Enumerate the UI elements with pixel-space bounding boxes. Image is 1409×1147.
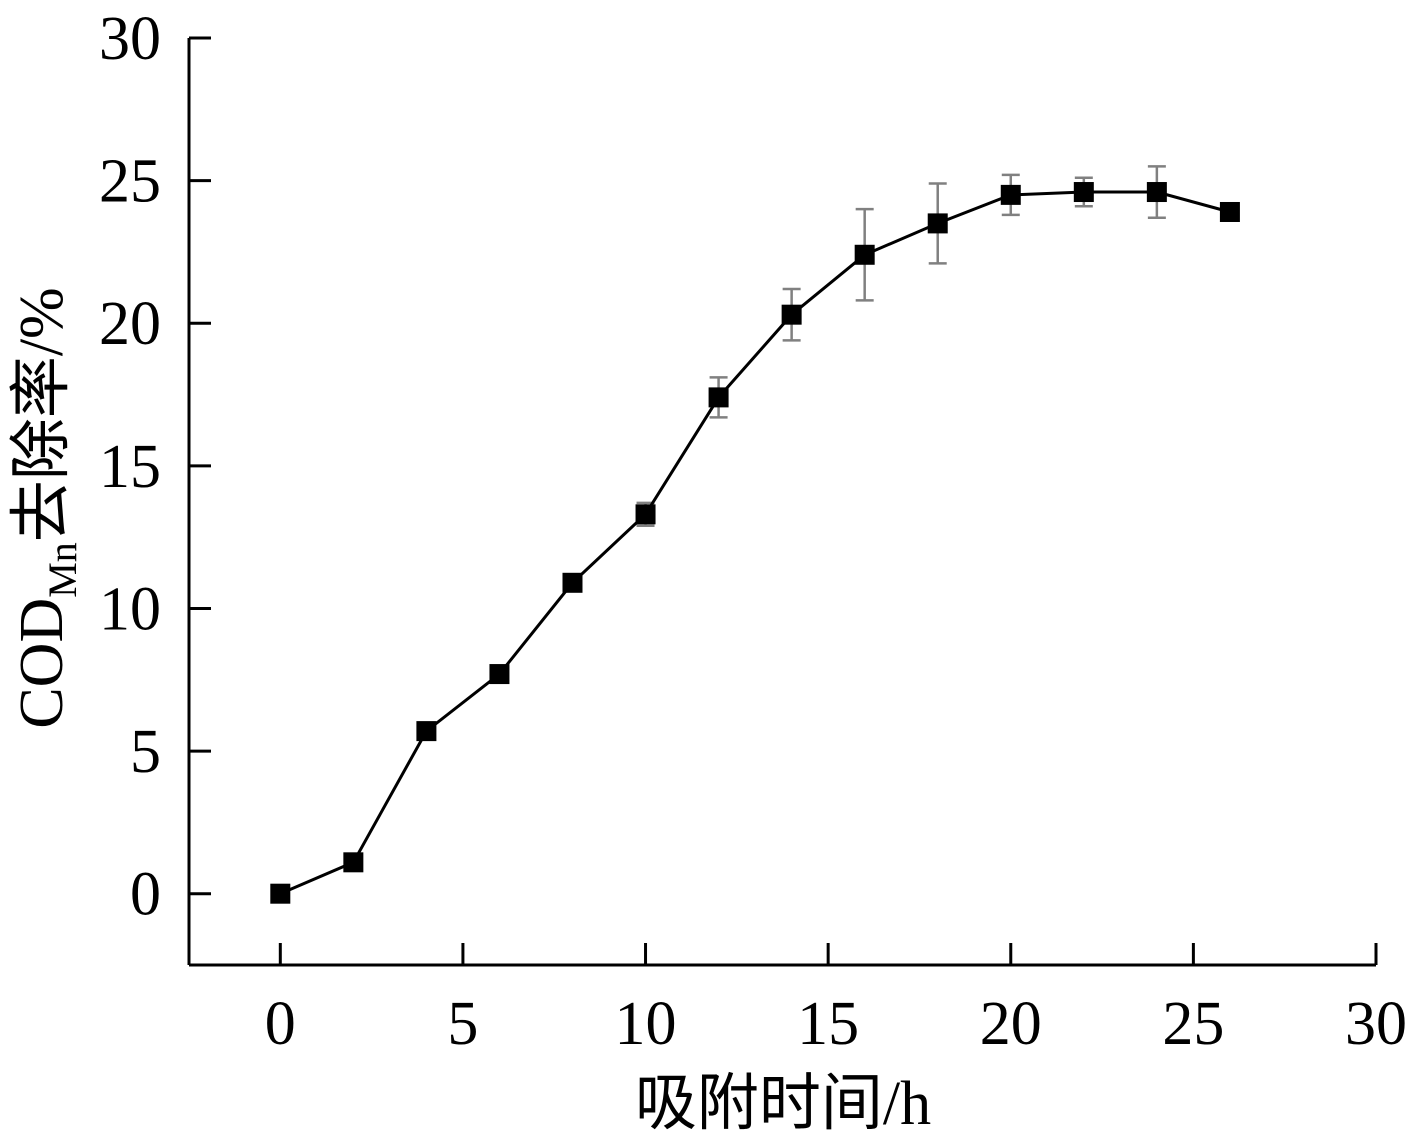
x-tick-label-20: 20 — [980, 990, 1042, 1058]
y-axis-label: CODMn去除率/% — [8, 287, 85, 728]
x-tick-label-25: 25 — [1162, 990, 1224, 1058]
markers — [270, 182, 1240, 904]
data-point-8 — [562, 572, 583, 593]
y-tick-label-20: 20 — [99, 290, 161, 358]
series-line-path — [279, 190, 1231, 896]
data-point-0 — [270, 883, 291, 904]
x-tick-label-5: 5 — [447, 990, 478, 1058]
data-point-24 — [1146, 182, 1167, 203]
series-line — [279, 190, 1231, 896]
error-bars — [636, 165, 1166, 527]
data-point-18 — [927, 213, 948, 234]
data-point-12 — [708, 387, 729, 408]
axes — [187, 36, 1378, 967]
x-axis-label: 吸附时间/h — [635, 1070, 931, 1138]
data-point-16 — [854, 244, 875, 265]
data-point-26 — [1219, 201, 1240, 222]
data-point-14 — [781, 304, 802, 325]
x-tick-label-30: 30 — [1345, 990, 1407, 1058]
tick-labels: 0 5 10 15 20 25 30 0 5 10 15 20 25 30 — [99, 5, 1407, 1058]
y-axis-label-main: COD — [8, 598, 76, 729]
data-point-4 — [416, 721, 437, 742]
y-tick-label-5: 5 — [130, 718, 161, 786]
data-point-10 — [635, 504, 656, 525]
y-tick-label-0: 0 — [130, 861, 161, 929]
y-axis-label-suffix: 去除率/% — [8, 287, 76, 542]
data-point-6 — [489, 664, 510, 685]
x-tick-label-0: 0 — [265, 990, 296, 1058]
y-tick-label-15: 15 — [99, 433, 161, 501]
data-point-2 — [343, 852, 364, 873]
y-axis-label-subscript: Mn — [40, 542, 85, 598]
x-tick-label-10: 10 — [615, 990, 677, 1058]
y-tick-label-10: 10 — [99, 575, 161, 643]
data-point-22 — [1073, 182, 1094, 203]
data-point-20 — [1000, 184, 1021, 205]
y-tick-label-30: 30 — [99, 5, 161, 73]
x-tick-label-15: 15 — [797, 990, 859, 1058]
y-tick-label-25: 25 — [99, 148, 161, 216]
